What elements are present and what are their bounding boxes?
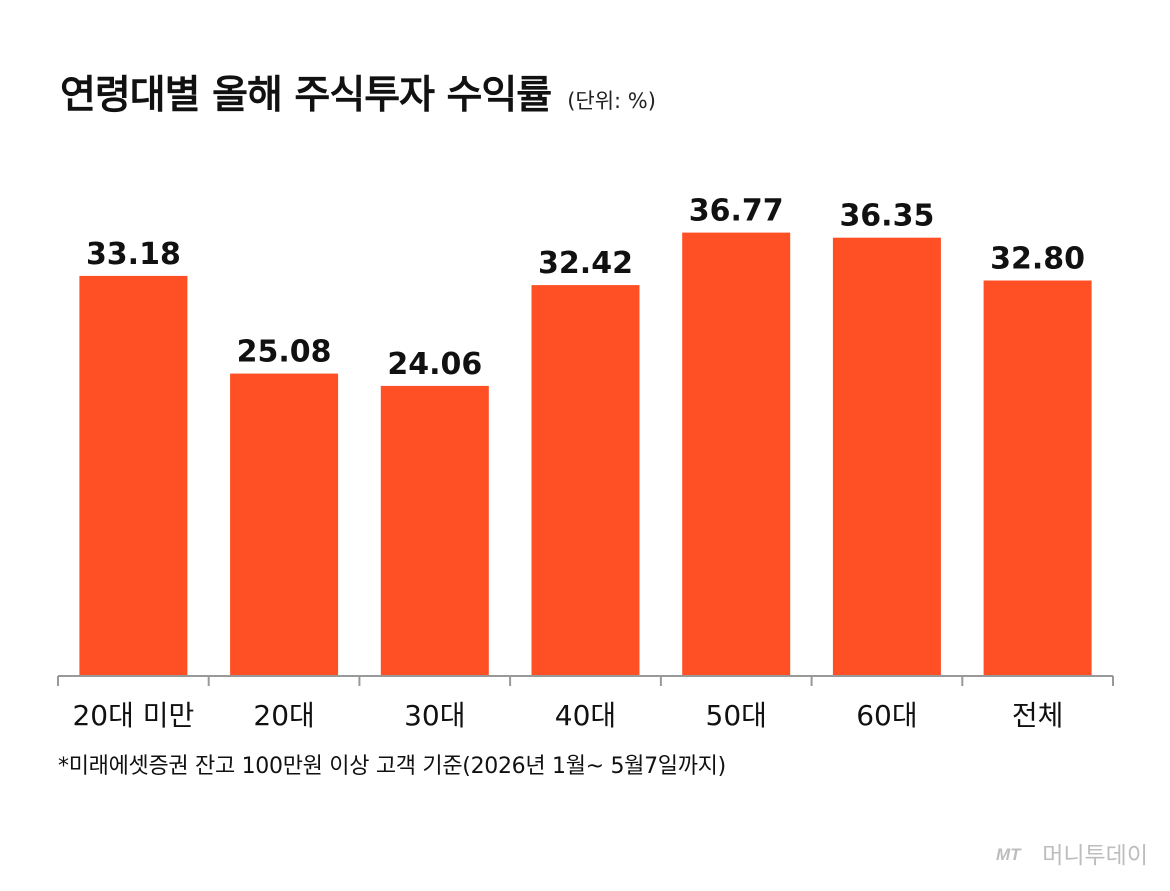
credit-text: 머니투데이 (1042, 843, 1148, 869)
data-label: 32.80 (990, 242, 1085, 277)
x-tick-label: 50대 (706, 699, 767, 732)
bar (79, 275, 188, 676)
footnote: *미래에셋증권 잔고 100만원 이상 고객 기준(2026년 1월~ 5월7일… (58, 754, 726, 779)
data-label: 32.42 (538, 246, 633, 281)
x-tick-label: 20대 (253, 699, 314, 732)
unit-label: (단위: %) (567, 89, 656, 113)
x-tick-label: 20대 미만 (72, 699, 194, 732)
publisher-credit: MT 머니투데이 (996, 836, 1148, 870)
data-label: 24.06 (387, 347, 482, 382)
bar-chart: 33.18 20대 미만 25.08 20대 24.06 30대 32.42 40대 36.77… (57, 194, 1114, 732)
bar (380, 385, 489, 676)
x-tick-label: 40대 (555, 699, 616, 732)
bar (531, 285, 640, 676)
data-label: 36.77 (689, 194, 784, 229)
bar (682, 232, 791, 676)
chart-title: 연령대별 올해 주식투자 수익률 (60, 73, 552, 118)
title-row: 연령대별 올해 주식투자 수익률 (단위: %) (60, 64, 656, 120)
bar (983, 280, 1092, 676)
data-label: 33.18 (86, 237, 181, 272)
x-tick-label: 30대 (404, 699, 465, 732)
x-tick-label: 60대 (856, 699, 917, 732)
data-label: 36.35 (839, 199, 934, 234)
mt-logo-text: MT (996, 845, 1022, 864)
mt-logo-icon: MT (996, 845, 1022, 864)
data-label: 25.08 (237, 335, 332, 370)
x-tick-label: 전체 (1012, 699, 1064, 732)
bar (832, 237, 941, 676)
bar (230, 373, 339, 676)
